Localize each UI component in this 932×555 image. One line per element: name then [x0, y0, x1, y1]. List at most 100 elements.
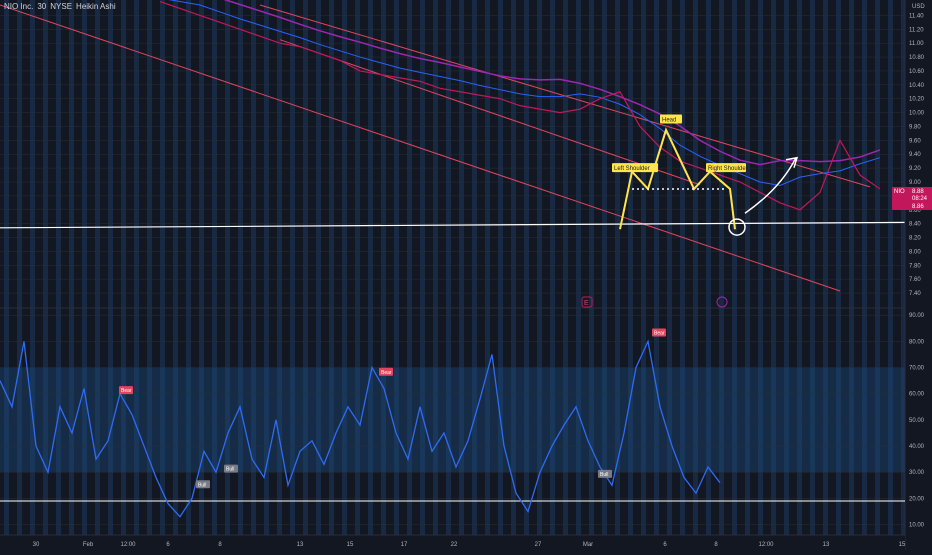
session-band — [771, 0, 776, 535]
time-axis-tick: 8 — [218, 542, 222, 548]
oscillator-axis-tick: 40.00 — [909, 444, 925, 450]
time-axis-tick: 30 — [33, 542, 40, 548]
session-band — [394, 0, 399, 535]
session-band — [186, 0, 191, 535]
oscillator-axis-tick: 10.00 — [909, 523, 925, 529]
session-band — [355, 0, 360, 535]
pattern-label-box — [612, 163, 658, 173]
oscillator-axis-tick: 70.00 — [909, 366, 925, 372]
earnings-marker[interactable] — [581, 296, 593, 308]
price-axis-tick: 11.40 — [909, 13, 924, 19]
price-axis-tick: 10.00 — [909, 111, 925, 117]
bear-signal-label: Bear — [121, 388, 132, 394]
time-axis-tick: 13 — [297, 542, 304, 548]
price-axis-tick: 9.40 — [909, 152, 921, 158]
oscillator-axis-tick: 30.00 — [909, 470, 925, 476]
time-axis-tick: Feb — [83, 542, 94, 548]
session-band — [537, 0, 542, 535]
session-band — [342, 0, 347, 535]
head-and-shoulders-pattern — [619, 127, 736, 230]
session-band — [199, 0, 204, 535]
price-axis-tick: 7.60 — [909, 277, 921, 283]
session-band — [173, 0, 178, 535]
projection-arrowhead — [785, 156, 799, 168]
price-axis-tick: 8.00 — [909, 249, 921, 255]
session-band — [641, 0, 646, 535]
price-axis-tick: 10.60 — [909, 69, 925, 75]
session-band — [264, 0, 269, 535]
price-axis-tick: 7.80 — [909, 263, 921, 269]
session-band — [745, 0, 750, 535]
time-axis-tick: 27 — [535, 542, 542, 548]
time-axis-tick: 15 — [347, 542, 354, 548]
session-band — [550, 0, 555, 535]
session-band — [836, 0, 841, 535]
price-axis-background — [905, 0, 932, 550]
lightning-icon[interactable] — [716, 296, 728, 308]
session-band — [732, 0, 737, 535]
session-band — [134, 0, 139, 535]
pattern-label: Left Shoulder — [614, 166, 650, 172]
session-band — [160, 0, 165, 535]
session-band — [888, 0, 893, 535]
price-axis-tick: 9.60 — [909, 138, 921, 144]
bear-signal-box — [379, 367, 393, 376]
session-band — [433, 0, 438, 535]
session-band — [602, 0, 607, 535]
session-band — [524, 0, 529, 535]
session-band — [654, 0, 659, 535]
session-band — [303, 0, 308, 535]
channel-lower-inner-line — [279, 39, 701, 186]
time-axis-background — [0, 535, 905, 550]
oscillator-axis-tick: 20.00 — [909, 496, 925, 502]
time-axis-tick: 6 — [663, 542, 667, 548]
pattern-label-box — [660, 114, 682, 124]
oscillator-axis-tick: 50.00 — [909, 418, 925, 424]
chart-title: NIO Inc. 30 NYSE Heikin Ashi — [4, 2, 120, 11]
session-band — [121, 0, 126, 535]
session-band — [69, 0, 74, 535]
oscillator-axis-tick: 80.00 — [909, 339, 925, 345]
price-axis-tick: 8.60 — [909, 208, 921, 214]
interval-label: 30 — [37, 2, 47, 11]
exchange-label: NYSE — [50, 2, 73, 11]
session-band — [446, 0, 451, 535]
pattern-label-box — [706, 163, 746, 173]
session-band — [368, 0, 373, 535]
countdown-tag: 08:24 — [912, 196, 928, 202]
session-band — [498, 0, 503, 535]
symbol-title: NIO Inc. — [4, 2, 34, 11]
time-axis-tick: 15 — [899, 542, 906, 548]
session-band — [316, 0, 321, 535]
session-band — [680, 0, 685, 535]
session-band — [576, 0, 581, 535]
price-axis-tick: 8.20 — [909, 236, 921, 242]
session-band — [108, 0, 113, 535]
earnings-icon: E — [584, 300, 589, 307]
session-band — [615, 0, 620, 535]
session-band — [212, 0, 217, 535]
ticker-tag: NIO — [894, 189, 905, 195]
session-band — [849, 0, 854, 535]
session-band — [82, 0, 87, 535]
session-band — [511, 0, 516, 535]
bull-signal-box — [224, 464, 238, 473]
bear-signal-box — [119, 386, 133, 395]
support-line — [0, 221, 932, 229]
bear-signal-box — [652, 328, 666, 337]
current-price-tag[interactable] — [892, 187, 932, 210]
second-price-tag: 8.86 — [912, 204, 924, 210]
price-axis-tick: 9.00 — [909, 180, 921, 186]
session-band — [43, 0, 48, 535]
bear-signal-label: Bear — [381, 370, 392, 376]
session-band — [784, 0, 789, 535]
session-band — [563, 0, 568, 535]
session-band — [420, 0, 425, 535]
bull-signal-box — [196, 480, 210, 489]
time-axis-tick: 8 — [714, 542, 718, 548]
session-band — [706, 0, 711, 535]
projection-arrow — [744, 157, 797, 214]
target-circle — [728, 218, 746, 236]
